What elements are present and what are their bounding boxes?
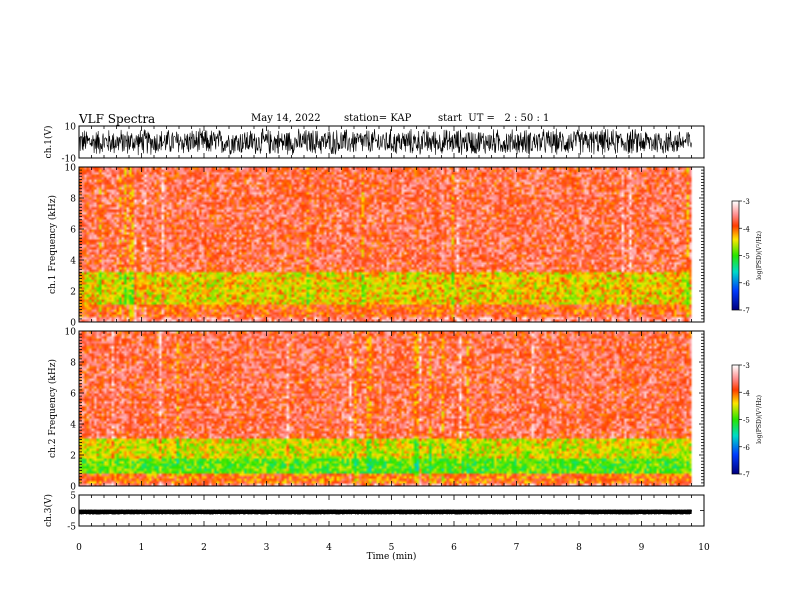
ch1-spectrogram-ytick-label: 10: [65, 164, 77, 174]
ch1-waveform-ylabel: ch.1(V): [43, 126, 54, 159]
ch1-spectrogram-colorbar-label: log(PSD)(V²/Hz): [756, 231, 763, 280]
ch1-spectrogram-colorbar-tick-label: -4: [743, 225, 750, 233]
xtick-label: 8: [576, 543, 582, 553]
ch1-spectrogram-ytick-label: 2: [70, 288, 76, 298]
ch2-spectrogram-colorbar-label: log(PSD)(V²/Hz): [756, 395, 763, 444]
x-axis-label: Time (min): [367, 551, 417, 562]
ch1-spectrogram-colorbar: [732, 201, 739, 310]
xtick-label: 1: [139, 543, 145, 553]
ch1-waveform: [78, 128, 692, 156]
ch1-waveform-ytick-label: -10: [62, 155, 77, 165]
ch3-waveform: [78, 509, 692, 515]
ch2-spectrogram-ytick-label: 2: [70, 452, 76, 462]
xtick-label: 6: [451, 543, 457, 553]
ch2-spectrogram-colorbar-tick-label: -3: [743, 362, 750, 370]
ch2-spectrogram-colorbar: [732, 365, 739, 474]
ch2-spectrogram-colorbar-tick-label: -4: [743, 389, 750, 397]
ch1-spectrogram-ytick-label: 6: [70, 226, 76, 236]
ch2-spectrogram-ytick-label: 4: [70, 421, 76, 431]
xtick-label: 5: [389, 543, 395, 553]
ch1-spectrogram-ytick-label: 4: [70, 257, 76, 267]
xtick-label: 3: [264, 543, 270, 553]
ch1-waveform-ytick-label: 10: [65, 123, 77, 133]
ch2-spectrogram-colorbar-tick-label: -7: [743, 471, 750, 479]
ch2-spectrogram-ytick-label: 6: [70, 390, 76, 400]
xtick-label: 4: [326, 543, 332, 553]
ch1-waveform-trace: [78, 128, 692, 156]
ch1-spectrogram-ytick-label: 8: [70, 195, 76, 205]
ch2-spectrogram-ytick-label: 8: [70, 359, 76, 369]
ch3-waveform-ytick-label: -5: [67, 523, 76, 533]
ch2-spectrogram-ytick-label: 10: [65, 328, 77, 338]
ch1-spectrogram-ylabel: ch.1 Frequency (kHz): [47, 195, 58, 294]
xtick-label: 2: [201, 543, 207, 553]
ch1-spectrogram-colorbar-tick-label: -6: [743, 280, 750, 288]
ch3-waveform-ytick-label: 5: [70, 492, 76, 502]
ch1-spectrogram-colorbar-tick-label: -3: [743, 198, 750, 206]
ch2-spectrogram-colorbar-tick-label: -5: [743, 417, 750, 425]
ch1-spectrogram-colorbar-tick-label: -7: [743, 307, 750, 315]
station-label: station= KAP: [344, 113, 412, 124]
ch2-spectrogram-image: [79, 331, 704, 486]
ch3-waveform-trace: [78, 509, 692, 515]
ch1-spectrogram-colorbar-tick-label: -5: [743, 253, 750, 261]
xtick-label: 10: [698, 543, 710, 553]
ch2-spectrogram-colorbar-tick-label: -6: [743, 444, 750, 452]
xtick-label: 7: [514, 543, 520, 553]
ch3-waveform-ytick-label: 0: [70, 507, 76, 517]
ch3-waveform-ylabel: ch.3(V): [43, 494, 54, 527]
start-time-label: start UT = 2 : 50 : 1: [438, 113, 550, 124]
ch1-spectrogram-image: [79, 167, 704, 322]
ch2-spectrogram-ylabel: ch.2 Frequency (kHz): [47, 359, 58, 458]
date-label: May 14, 2022: [251, 113, 321, 124]
chart-title: VLF Spectra: [79, 112, 156, 126]
ch1-spectrogram-ytick-label: 0: [70, 319, 76, 329]
ch2-spectrogram-ytick-label: 0: [70, 483, 76, 493]
xtick-label: 0: [76, 543, 82, 553]
xtick-label: 9: [639, 543, 645, 553]
